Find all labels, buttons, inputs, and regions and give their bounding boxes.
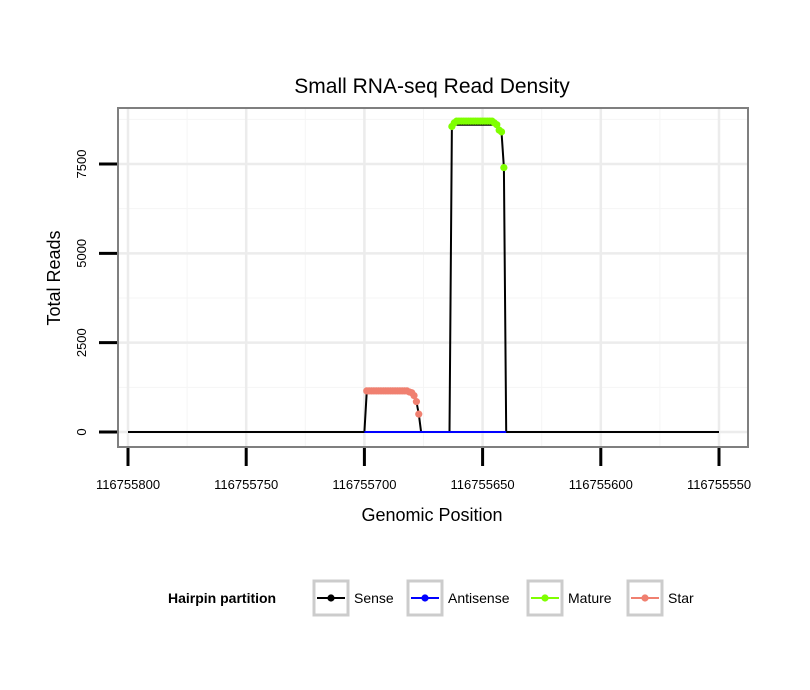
x-tick-label: 116755750 xyxy=(214,477,278,492)
legend-label-star: Star xyxy=(668,590,694,606)
x-tick-label: 116755800 xyxy=(96,477,160,492)
legend-point-star xyxy=(641,594,649,602)
y-tick-label: 0 xyxy=(74,428,89,435)
x-axis-title: Genomic Position xyxy=(361,505,502,525)
legend-point-sense xyxy=(327,594,335,602)
plot-background xyxy=(118,108,748,447)
chart-title: Small RNA-seq Read Density xyxy=(294,75,570,98)
legend-point-mature xyxy=(541,594,549,602)
series-mature-point xyxy=(497,128,506,136)
series-star-point xyxy=(415,410,423,418)
x-tick-label: 116755650 xyxy=(451,477,515,492)
legend: Hairpin partition Sense Antisense Mature St… xyxy=(168,579,694,617)
legend-label-antisense: Antisense xyxy=(448,590,510,606)
series-star-point xyxy=(412,398,421,406)
x-tick-label: 116755550 xyxy=(687,477,751,492)
y-tick-label: 2500 xyxy=(74,328,89,357)
x-tick-label: 116755700 xyxy=(332,477,396,492)
plot-border xyxy=(117,107,749,448)
legend-title: Hairpin partition xyxy=(168,590,276,606)
series-star-point xyxy=(410,391,418,400)
legend-label-sense: Sense xyxy=(354,590,394,606)
series-mature-point xyxy=(493,121,501,129)
y-axis-title: Total Reads xyxy=(44,230,64,325)
legend-label-mature: Mature xyxy=(568,590,612,606)
series-mature-point xyxy=(500,163,508,172)
legend-point-antisense xyxy=(421,594,429,602)
y-tick-label: 5000 xyxy=(74,239,89,268)
plot-area: 0 2500 5000 7500 116755800 116755750 116755700… xyxy=(74,107,751,492)
x-tick-label: 116755600 xyxy=(569,477,633,492)
y-tick-label: 7500 xyxy=(74,150,89,179)
